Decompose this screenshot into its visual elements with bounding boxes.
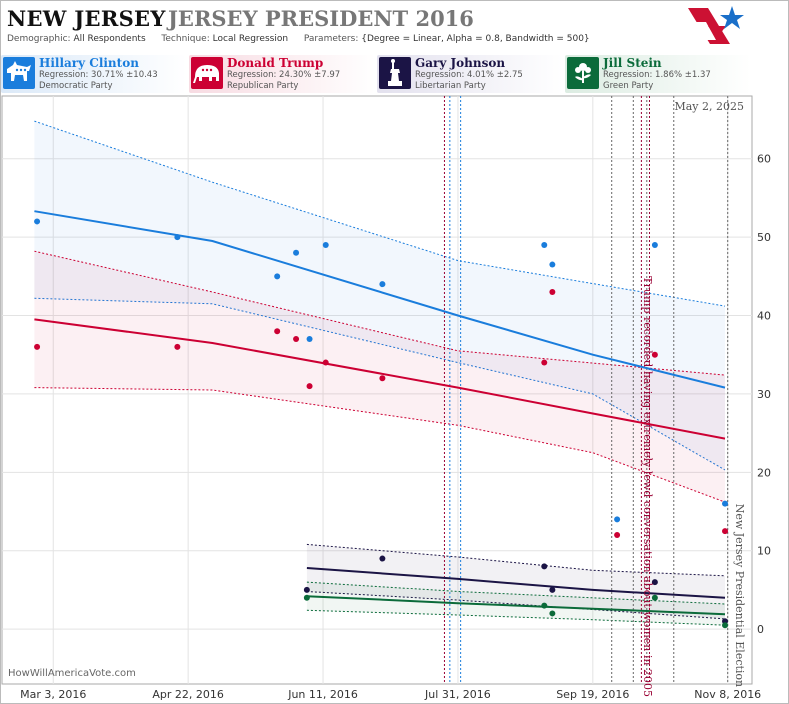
event-annotation: New Jersey Presidential Election [733,504,746,687]
poll-point [303,586,310,593]
candidate-card-trump: Donald Trump Regression: 24.30% ±7.97 Re… [189,55,375,93]
candidate-card-johnson: Gary Johnson Regression: 4.01% ±2.75 Lib… [377,55,563,93]
candidate-regression: Regression: 30.71% ±10.43 [39,70,158,80]
candidate-name: Gary Johnson [415,56,506,70]
statue-of-liberty-icon [379,57,411,89]
technique-value: Local Regression [212,34,289,44]
candidate-regression: Regression: 24.30% ±7.97 [227,70,341,80]
poll-point [379,555,386,562]
poll-point [274,273,281,280]
y-tick-label: 0 [757,623,764,636]
x-tick-label: Apr 22, 2016 [152,688,224,701]
demographic-value: All Respondents [73,34,146,44]
candidate-name: Hillary Clinton [39,56,139,70]
poll-point [293,249,300,256]
x-tick-label: Jun 11, 2016 [287,688,358,701]
poll-point [34,218,41,225]
poll-point [722,528,729,535]
poll-point [549,289,556,295]
poll-point [541,241,548,248]
confidence-band [34,121,725,470]
candidate-name: Jill Stein [603,56,662,70]
y-tick-label: 30 [757,388,771,401]
poll-point [651,594,658,601]
y-tick-label: 20 [757,466,771,479]
state-title: NEW JERSEY [7,6,166,31]
poll-point [34,343,41,350]
flower-icon [567,57,599,89]
poll-point [549,586,556,593]
poll-point [541,602,548,609]
poll-point [174,343,181,350]
x-tick-label: Mar 3, 2016 [20,688,86,701]
candidate-card-clinton: Hillary Clinton Regression: 30.71% ±10.4… [1,55,187,93]
poll-point [549,610,556,617]
demographic-label: Demographic: [7,34,71,44]
poll-point [614,532,621,539]
upper-bound-line [34,250,726,376]
y-tick-label: 50 [757,231,771,244]
parameters-line: Demographic: All Respondents Technique: … [7,34,590,44]
site-logo [688,6,744,44]
plot-border [1,95,753,685]
poll-point [651,579,658,586]
trend-line [34,210,726,389]
candidate-party: Green Party [603,81,654,91]
donkey-icon [3,57,35,89]
poll-point [174,234,181,241]
chart-date-label: May 2, 2025 [674,100,744,113]
candidate-party: Democratic Party [39,81,113,91]
candidate-name: Donald Trump [227,56,324,70]
poll-point [541,563,548,570]
poll-point [549,261,556,268]
candidate-party: Libertarian Party [415,81,486,91]
lower-bound-line [306,591,726,620]
candidate-regression: Regression: 4.01% ±2.75 [415,70,523,80]
poll-point [651,351,658,358]
poll-point [722,622,729,629]
candidate-card-stein: Jill Stein Regression: 1.86% ±1.37 Green… [565,55,751,93]
y-tick-label: 10 [757,545,771,558]
confidence-band [306,544,725,619]
poll-point [306,383,313,390]
x-tick-label: Sep 19, 2016 [556,688,629,701]
y-tick-label: 40 [757,310,771,323]
source-credit: HowWillAmericaVote.com [8,668,136,679]
lower-bound-line [306,609,726,626]
race-title: JERSEY PRESIDENT 2016 [168,6,474,31]
candidate-party: Republican Party [227,81,299,91]
parameters-value: {Degree = Linear, Alpha = 0.8, Bandwidth… [361,34,590,44]
poll-point [614,516,621,523]
confidence-band [306,582,725,626]
x-tick-label: Jul 31, 2016 [424,688,491,701]
trend-line [306,595,726,616]
elephant-icon [191,57,223,89]
poll-point [306,336,313,343]
poll-point [541,359,548,366]
poll-point [293,336,300,343]
technique-label: Technique: [161,34,210,44]
poll-point [379,281,386,288]
upper-bound-line [306,581,726,605]
poll-point [274,328,281,335]
poll-point [722,500,729,507]
upper-bound-line [306,543,726,577]
upper-bound-line [34,120,726,307]
poll-point [322,241,329,248]
poll-point [322,359,329,366]
y-tick-label: 60 [757,153,771,166]
event-annotation: Trump recorded having extremely lewd con… [641,276,654,697]
poll-point [379,375,386,382]
confidence-band [34,251,725,503]
poll-point [651,241,658,248]
candidate-regression: Regression: 1.86% ±1.37 [603,70,711,80]
poll-point [303,594,310,601]
trend-line [306,567,726,599]
trend-line [34,318,726,440]
parameters-label: Parameters: [303,34,359,44]
x-tick-label: Nov 8, 2016 [694,688,761,701]
